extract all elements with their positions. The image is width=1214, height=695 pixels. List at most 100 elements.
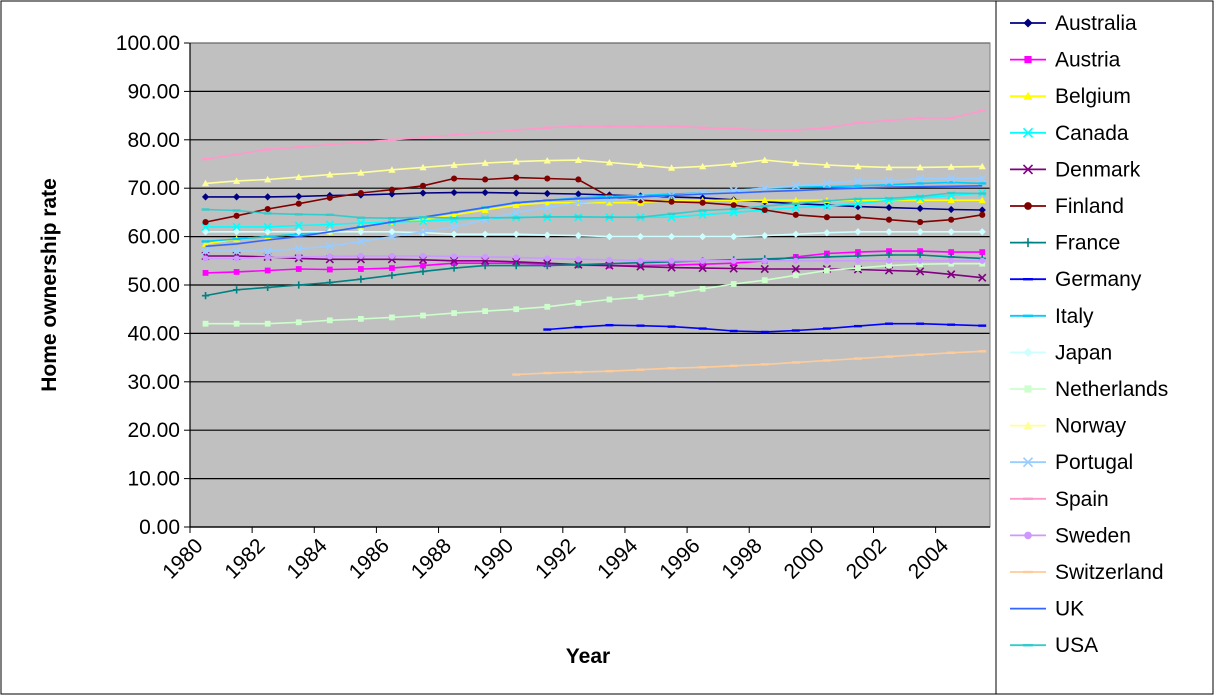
y-tick-label: 90.00 [127, 80, 180, 103]
legend-item-japan: Japan [1010, 341, 1112, 364]
data-point [730, 233, 738, 241]
data-point [512, 230, 520, 238]
data-point [543, 157, 551, 164]
data-point [979, 211, 986, 218]
data-point [885, 203, 893, 212]
data-point [201, 222, 210, 232]
data-point [699, 285, 706, 292]
data-point [761, 277, 768, 284]
data-point [729, 264, 738, 273]
series-line-netherlands [205, 262, 983, 325]
data-point [451, 175, 458, 182]
data-point [760, 184, 769, 193]
data-point [389, 314, 395, 321]
data-point [418, 227, 428, 236]
legend-label: Portugal [1055, 451, 1133, 474]
data-point [450, 188, 458, 197]
data-point [264, 283, 272, 292]
data-point [263, 222, 272, 232]
data-point [854, 257, 862, 264]
data-point [606, 256, 613, 263]
data-point [605, 199, 614, 206]
legend-item-austria: Austria [1010, 49, 1121, 72]
data-point [233, 177, 241, 184]
data-point [387, 232, 397, 241]
data-point [420, 262, 426, 269]
data-point [605, 233, 614, 241]
data-point [948, 216, 955, 223]
data-point [575, 300, 582, 306]
y-tick-label: 30.00 [127, 371, 180, 394]
legend-item-finland: Finland [1010, 195, 1124, 218]
data-point [481, 206, 489, 213]
data-point [792, 211, 799, 218]
data-point [233, 228, 241, 236]
data-point [948, 257, 955, 264]
data-point [1024, 385, 1032, 393]
data-point [885, 251, 893, 259]
legend-label: USA [1055, 634, 1098, 657]
data-point [450, 264, 458, 272]
data-point [419, 189, 427, 197]
data-point [699, 257, 706, 264]
data-point [792, 230, 800, 238]
series-line-japan [205, 231, 983, 238]
legend-label: Australia [1055, 12, 1137, 35]
legend-label: UK [1055, 598, 1084, 621]
data-point [295, 200, 302, 207]
series-line-sweden [205, 255, 983, 262]
data-point [388, 166, 396, 173]
data-point [978, 162, 986, 170]
legend-label: Norway [1055, 415, 1127, 438]
data-point [419, 252, 427, 260]
legend-label: Germany [1055, 268, 1142, 291]
data-point [978, 228, 986, 236]
data-point [916, 204, 924, 213]
data-point [294, 244, 303, 253]
data-point [543, 262, 551, 270]
data-point [544, 255, 551, 262]
data-point [698, 188, 707, 198]
data-point [574, 190, 582, 198]
data-point [202, 255, 209, 262]
data-point [947, 228, 955, 236]
data-point [1023, 421, 1033, 430]
data-point [233, 212, 240, 219]
data-point [1023, 347, 1033, 357]
data-point [916, 228, 924, 236]
series-japan [201, 228, 986, 241]
data-point [512, 201, 520, 209]
y-tick-label: 0.00 [139, 516, 180, 539]
data-point [574, 198, 583, 207]
data-point [264, 320, 271, 327]
data-point [449, 222, 459, 232]
gridlines [184, 42, 990, 528]
legend-item-australia: Australia [1010, 12, 1137, 35]
data-point [264, 205, 271, 213]
data-point [418, 216, 428, 226]
data-point [668, 257, 675, 264]
y-tick-label: 10.00 [127, 468, 180, 491]
data-point [357, 189, 364, 197]
data-point [1022, 457, 1034, 468]
data-point [513, 306, 520, 313]
data-point [668, 290, 675, 297]
legend: Australia Austria Belgium Canada Denmark Finl… [1010, 12, 1168, 657]
data-point [202, 219, 209, 226]
data-point [420, 312, 426, 319]
data-point [917, 219, 924, 226]
data-point [201, 246, 210, 256]
legend-item-usa: USA [1010, 634, 1098, 657]
data-point [357, 266, 364, 272]
data-point [388, 252, 396, 260]
data-point [543, 231, 551, 239]
data-point [791, 264, 800, 274]
data-point [295, 192, 303, 201]
data-point [917, 248, 923, 254]
data-point [202, 270, 209, 276]
y-tick-label: 50.00 [127, 274, 180, 297]
legend-item-netherlands: Netherlands [1010, 378, 1168, 401]
data-point [823, 257, 830, 264]
